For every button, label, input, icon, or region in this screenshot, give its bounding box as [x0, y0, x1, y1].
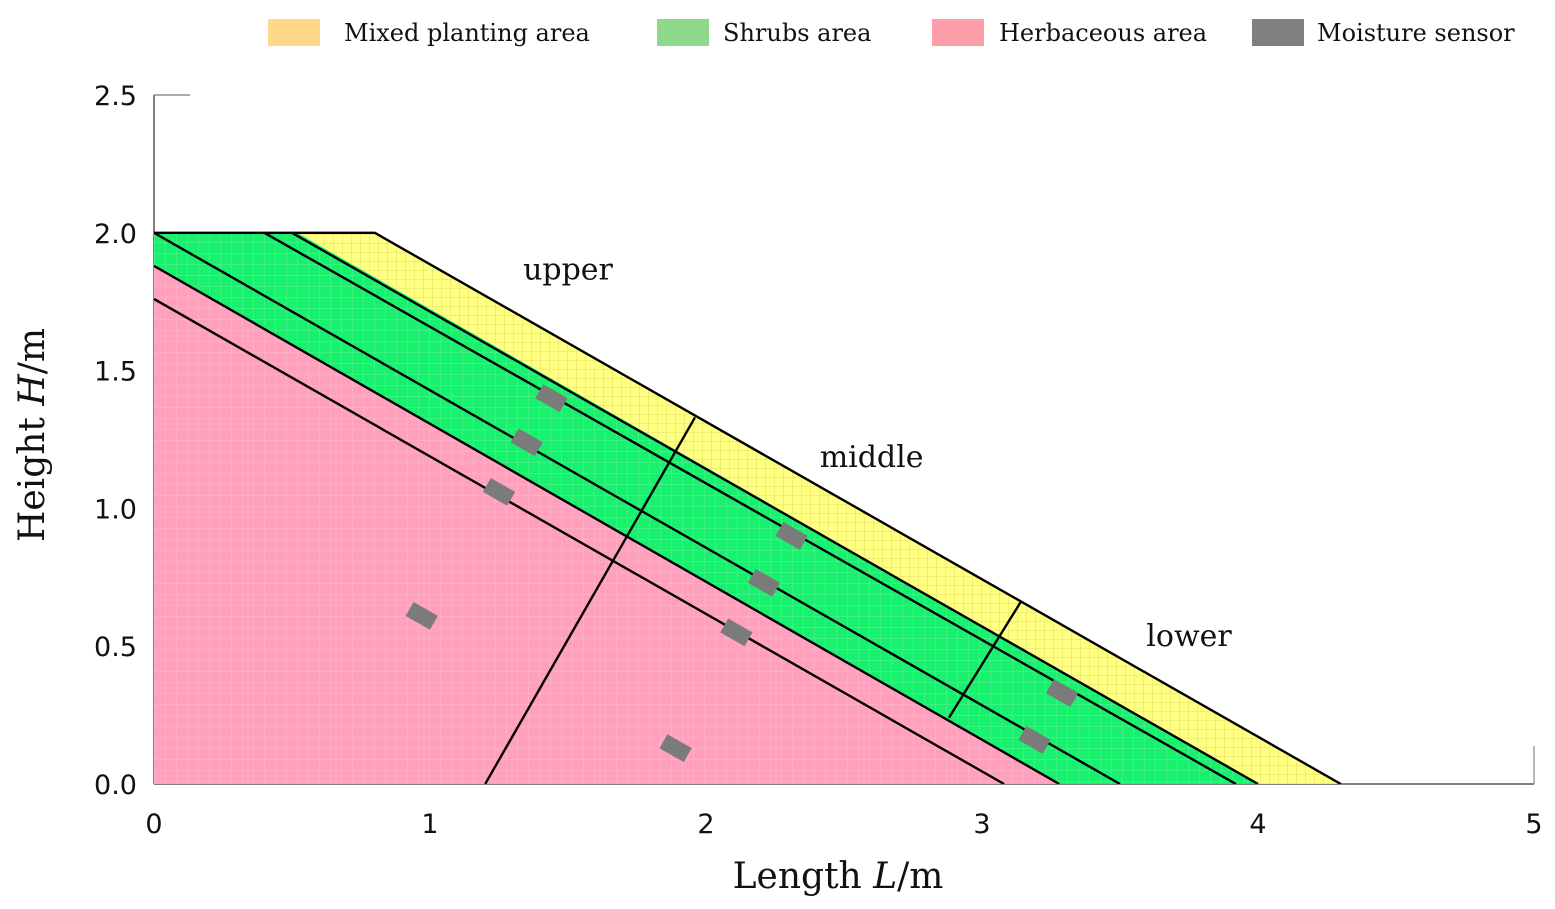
- y-axis-title: Height H/m: [12, 328, 53, 542]
- moisture-sensor-4: [775, 522, 808, 550]
- legend-swatch-1: [657, 19, 709, 46]
- moisture-sensor-5: [747, 568, 781, 597]
- x-tick-label-5: 5: [1525, 809, 1542, 840]
- moisture-sensor-6: [720, 618, 753, 647]
- y-tick-label-5: 2.5: [94, 81, 137, 112]
- moisture-sensor-2: [482, 477, 516, 506]
- moisture-sensor-7: [659, 734, 692, 763]
- moisture-sensor-8: [1045, 679, 1079, 707]
- moisture-sensor-3: [405, 602, 438, 630]
- layer-line-2: [154, 231, 1121, 784]
- section-line-1: [947, 601, 1022, 719]
- moisture-sensor-0: [535, 384, 568, 413]
- legend-label-2: Herbaceous area: [999, 19, 1207, 47]
- y-tick-label-0: 0.0: [94, 770, 137, 801]
- legend-label-0: Mixed planting area: [344, 19, 590, 47]
- y-tick-label-4: 2.0: [94, 219, 137, 250]
- sensors: [405, 384, 1079, 763]
- shrubs-region-mesh: [154, 232, 1258, 784]
- x-axis-title: Length L/m: [733, 856, 944, 897]
- moisture-sensor-9: [1018, 726, 1051, 754]
- x-tick-labels: 0 1 2 3 4 5: [145, 809, 1542, 840]
- slope-surface-line: [154, 231, 1342, 784]
- legend: Mixed planting area Shrubs area Herbaceous…: [268, 19, 1515, 47]
- zone-label-upper: upper: [523, 253, 613, 288]
- x-tick-label-0: 0: [145, 809, 162, 840]
- x-tick-label-4: 4: [1249, 809, 1266, 840]
- legend-swatch-3: [1252, 19, 1304, 46]
- planting-regions: [154, 232, 1341, 784]
- x-tick-label-1: 1: [421, 809, 438, 840]
- zone-label-middle: middle: [820, 440, 924, 475]
- zone-labels: upper middle lower: [523, 253, 1232, 655]
- layer-line-4: [154, 297, 1005, 784]
- layer-line-3: [154, 264, 1060, 784]
- y-tick-labels: 0.0 0.5 1.0 1.5 2.0 2.5: [94, 81, 137, 801]
- moisture-sensor-1: [510, 428, 543, 457]
- zone-label-lower: lower: [1146, 619, 1232, 654]
- layer-line-1: [291, 231, 1259, 784]
- legend-label-1: Shrubs area: [723, 19, 871, 47]
- legend-label-3: Moisture sensor: [1317, 19, 1515, 47]
- x-tick-label-2: 2: [697, 809, 714, 840]
- y-tick-label-3: 1.5: [94, 357, 137, 388]
- x-tick-label-3: 3: [973, 809, 990, 840]
- y-tick-label-1: 0.5: [94, 632, 137, 663]
- y-tick-label-2: 1.0: [94, 494, 137, 525]
- section-line-0: [484, 416, 697, 784]
- legend-swatch-2: [932, 19, 984, 46]
- legend-swatch-0: [268, 19, 320, 46]
- layer-lines: [154, 231, 1342, 784]
- mixed-planting-region-mesh: [297, 232, 1341, 784]
